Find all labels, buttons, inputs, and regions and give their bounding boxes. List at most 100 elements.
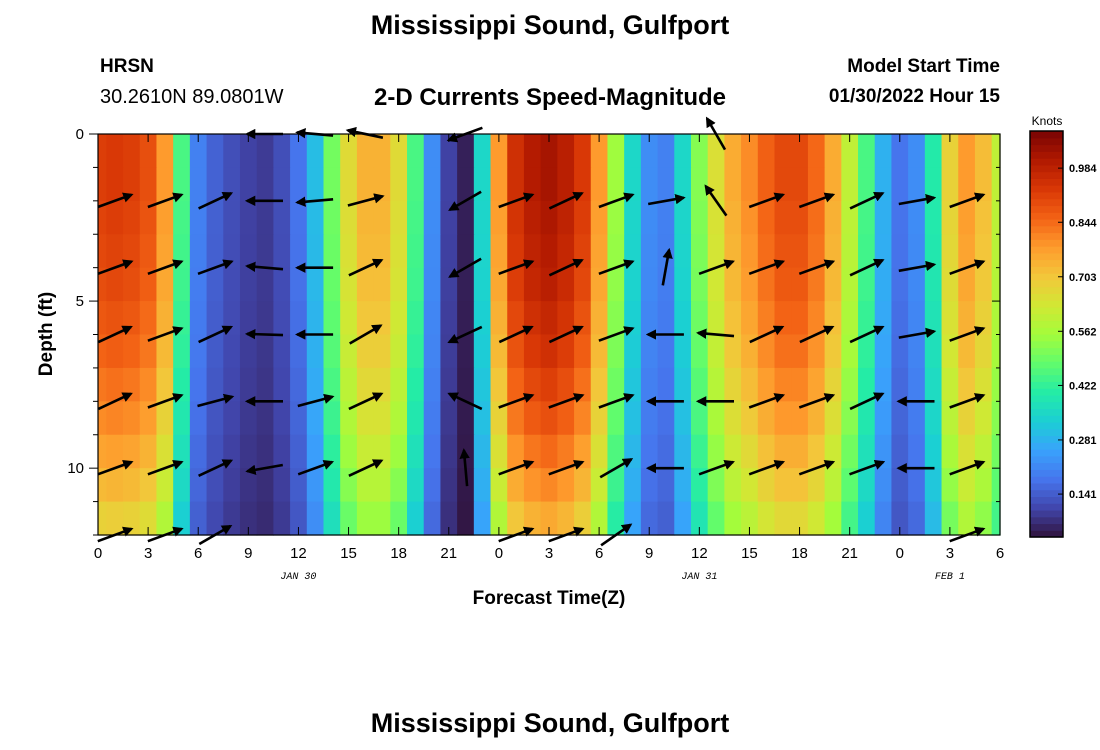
colorbar-tick-label: 0.984: [1069, 163, 1097, 175]
heat-cell: [356, 234, 375, 269]
colorbar-segment: [1030, 279, 1063, 288]
heat-cell: [774, 200, 792, 235]
heat-cell: [156, 334, 174, 369]
heat-cell: [791, 434, 809, 469]
heat-cell: [657, 267, 675, 302]
heat-cell: [473, 234, 492, 269]
current-vector-arrow: [97, 459, 134, 476]
colorbar-segment: [1030, 530, 1063, 538]
heat-cell: [640, 267, 659, 302]
heat-cell: [290, 434, 308, 469]
heat-cell: [674, 200, 692, 235]
heat-cell: [139, 234, 158, 269]
heat-cell: [189, 334, 208, 369]
colorbar-segment: [1030, 381, 1063, 389]
current-vector-arrow: [748, 192, 786, 209]
heat-cell: [323, 334, 341, 369]
heat-cell: [523, 401, 542, 436]
heat-cell: [640, 434, 659, 469]
heat-cell: [707, 301, 725, 336]
heat-cell: [858, 334, 876, 369]
x-tick-label: 15: [340, 545, 357, 562]
heat-cell: [657, 501, 675, 536]
heat-cell: [974, 200, 993, 235]
heat-cell: [774, 501, 792, 536]
colorbar-tick-label: 0.422: [1069, 380, 1097, 392]
heat-cell: [473, 367, 492, 402]
heat-cell: [891, 134, 909, 169]
heat-cell: [457, 200, 475, 235]
colorbar-segment: [1030, 205, 1063, 213]
heat-cell: [807, 434, 826, 469]
heat-cell: [607, 200, 625, 235]
heat-cell: [741, 434, 759, 469]
heat-cell: [290, 167, 308, 202]
colorbar-segment: [1030, 286, 1063, 294]
heat-cell: [674, 167, 692, 202]
heat-cell: [507, 267, 525, 302]
heat-cell: [908, 234, 926, 269]
heat-cell: [390, 401, 408, 436]
current-vector-arrow: [949, 259, 986, 276]
colorbar-segment: [1030, 246, 1063, 254]
heat-cell: [741, 501, 759, 536]
heat-cell: [974, 134, 993, 169]
heat-cell: [724, 167, 742, 202]
heat-cell: [173, 134, 191, 169]
heat-cell: [156, 200, 174, 235]
heat-cell: [908, 468, 926, 503]
heat-cell: [941, 167, 959, 202]
heat-cell: [707, 200, 725, 235]
heat-cell: [657, 301, 675, 336]
heat-cell: [590, 234, 609, 269]
heat-cell: [356, 367, 375, 402]
heat-cell: [724, 367, 742, 402]
heat-cell: [807, 468, 826, 503]
heat-cell: [757, 301, 776, 336]
heat-cell: [423, 167, 442, 202]
heat-cell: [824, 501, 842, 536]
heat-cell: [757, 200, 776, 235]
heat-cell: [891, 434, 909, 469]
colorbar-segment: [1030, 164, 1063, 173]
heat-cell: [858, 200, 876, 235]
heat-cell: [239, 134, 258, 169]
x-tick-label: 18: [390, 545, 407, 562]
heat-cell: [707, 367, 725, 402]
current-vector-arrow: [849, 392, 885, 411]
heat-cell: [991, 334, 1001, 369]
heat-cell: [590, 367, 609, 402]
heat-cell: [624, 200, 642, 235]
heat-cell: [540, 234, 558, 269]
heat-cell: [457, 134, 475, 169]
heat-cell: [624, 501, 642, 536]
heat-cell: [156, 401, 174, 436]
colorbar-segment: [1030, 388, 1063, 396]
heat-cell: [490, 334, 508, 369]
heat-cell: [457, 334, 475, 369]
heat-cell: [323, 267, 341, 302]
heat-cell: [273, 501, 291, 536]
heat-cell: [690, 468, 709, 503]
heat-cell: [841, 134, 859, 169]
heat-cell: [290, 234, 308, 269]
heat-cell: [473, 501, 492, 536]
heat-cell: [841, 367, 859, 402]
heat-cell: [741, 301, 759, 336]
heat-cell: [106, 468, 124, 503]
colorbar-segment: [1030, 327, 1063, 335]
heat-cell: [674, 134, 692, 169]
heat-cell: [640, 200, 659, 235]
colorbar-segment: [1030, 266, 1063, 274]
heat-cell: [674, 367, 692, 402]
heat-cell: [891, 367, 909, 402]
heat-cell: [206, 267, 224, 302]
heat-cell: [523, 334, 542, 369]
colorbar-segment: [1030, 232, 1063, 240]
current-vector-arrow: [647, 194, 686, 206]
heat-cell: [323, 200, 341, 235]
heat-cell: [507, 134, 525, 169]
heat-cell: [924, 401, 943, 436]
heat-cell: [490, 134, 508, 169]
